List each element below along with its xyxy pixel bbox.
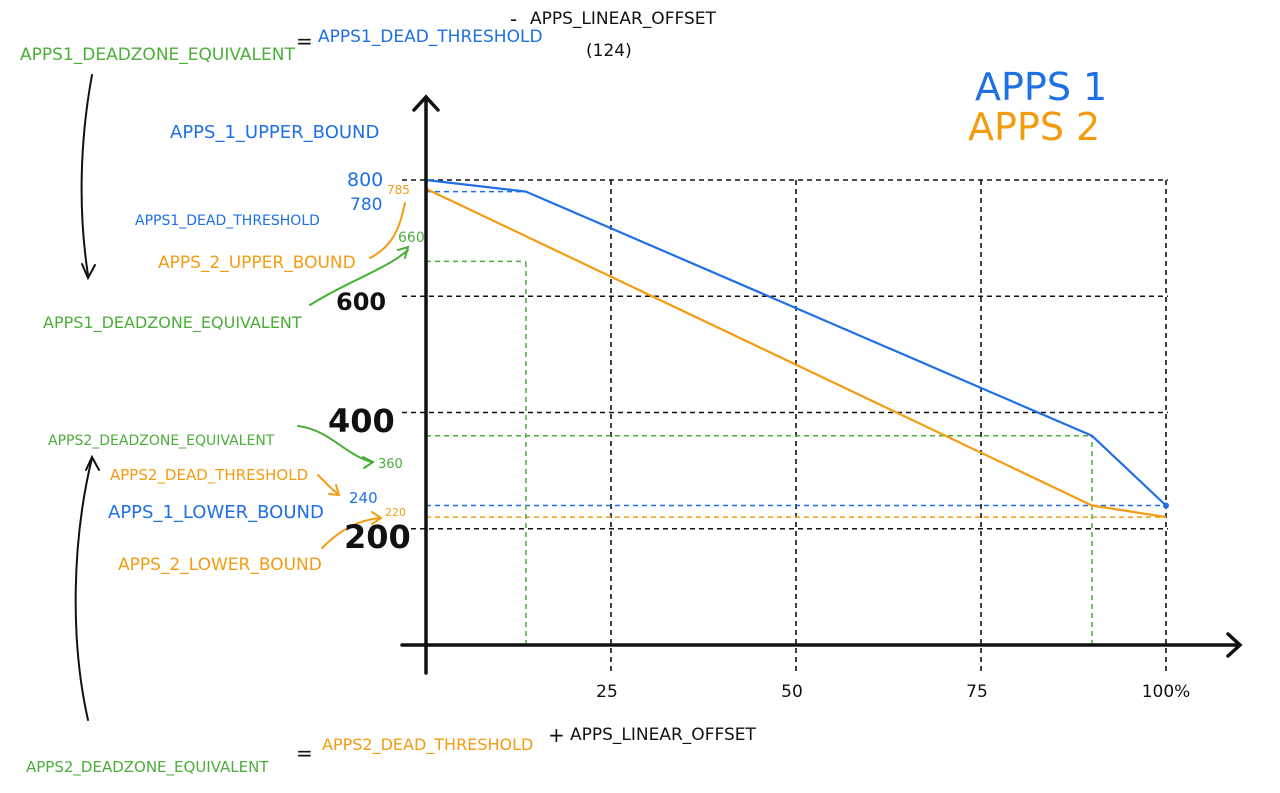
value-800: 800 xyxy=(347,169,383,191)
apps2-dead-threshold-label: APPS2_DEAD_THRESHOLD xyxy=(110,466,308,485)
x-tick-label-100: 100% xyxy=(1142,682,1191,702)
apps2-dead-threshold-arrow xyxy=(317,474,339,495)
apps2-upper-bound-label: APPS_2_UPPER_BOUND xyxy=(158,253,356,273)
top-formula-op: - xyxy=(510,7,517,31)
axes xyxy=(400,94,1243,675)
value-780: 780 xyxy=(350,195,382,215)
bottom-formula-op: + xyxy=(548,723,565,747)
value-660: 660 xyxy=(398,230,425,246)
apps2-dead-threshold-arrowhead xyxy=(328,484,341,497)
top-formula-lhs: APPS1_DEADZONE_EQUIVALENT xyxy=(20,45,295,65)
top-formula-eq: = xyxy=(296,29,313,53)
x-tick-label-75: 75 xyxy=(966,682,988,702)
x-tick-label-25: 25 xyxy=(596,682,618,702)
value-240: 240 xyxy=(349,489,378,507)
x-tick-label-50: 50 xyxy=(781,682,803,702)
bottom-up-arrow xyxy=(74,457,93,721)
top-formula-term2: APPS_LINEAR_OFFSET xyxy=(530,9,716,29)
bottom-formula-term1: APPS2_DEAD_THRESHOLD xyxy=(322,735,533,755)
y-tick-label-600: 600 xyxy=(336,288,386,316)
bottom-formula-eq: = xyxy=(296,741,313,765)
legend: APPS 1 APPS 2 xyxy=(968,65,1107,149)
apps1-upper-bound-label: APPS_1_UPPER_BOUND xyxy=(170,122,379,143)
series-line-1 xyxy=(425,178,1167,507)
apps2-lower-arrowhead xyxy=(371,511,383,525)
apps1-lower-bound-label: APPS_1_LOWER_BOUND xyxy=(108,502,324,523)
apps2-lower-bound-label: APPS_2_LOWER_BOUND xyxy=(118,555,322,575)
value-360: 360 xyxy=(378,457,403,472)
apps1-deadzone-arrow xyxy=(309,249,409,306)
value-labels: 800 780 785 660 360 240 220 xyxy=(347,169,425,519)
y-tick-label-400: 400 xyxy=(328,402,395,440)
legend-apps2: APPS 2 xyxy=(968,105,1100,149)
reference-lines xyxy=(426,190,1166,645)
top-down-arrowhead xyxy=(81,263,96,281)
y-axis-arrowhead xyxy=(412,94,440,112)
apps1-deadzone-equivalent-label: APPS1_DEADZONE_EQUIVALENT xyxy=(43,313,302,333)
annotation-arrows xyxy=(74,74,410,721)
apps1-deadzone-arrowhead xyxy=(397,245,410,259)
top-formula-term1: APPS1_DEAD_THRESHOLD xyxy=(318,27,543,47)
top-down-arrow xyxy=(80,74,93,276)
bottom-up-arrowhead xyxy=(85,454,100,471)
value-785: 785 xyxy=(387,183,410,197)
legend-apps1: APPS 1 xyxy=(975,65,1107,109)
annotations: APPS_1_UPPER_BOUND APPS1_DEAD_THRESHOLD … xyxy=(43,122,379,575)
bottom-formula-term2: APPS_LINEAR_OFFSET xyxy=(570,725,756,745)
bottom-formula: APPS2_DEADZONE_EQUIVALENT = APPS2_DEAD_T… xyxy=(26,723,756,777)
top-formula: APPS1_DEADZONE_EQUIVALENT = APPS1_DEAD_T… xyxy=(20,7,716,65)
value-220: 220 xyxy=(385,506,406,519)
tick-labels: 25 50 75 100% 600 400 200 xyxy=(328,288,1190,702)
y-tick-label-200: 200 xyxy=(344,518,411,556)
gridlines xyxy=(402,179,1168,675)
bottom-formula-lhs: APPS2_DEADZONE_EQUIVALENT xyxy=(26,758,269,777)
apps2-lower-arrow xyxy=(321,517,381,549)
x-axis-arrowhead xyxy=(1226,632,1243,658)
apps2-deadzone-arrow xyxy=(297,425,373,463)
plot-area: 25 50 75 100% 600 400 200 xyxy=(328,94,1243,702)
apps2-deadzone-arrowhead xyxy=(362,456,375,469)
apps1-dead-threshold-label: APPS1_DEAD_THRESHOLD xyxy=(135,213,320,229)
top-formula-note: (124) xyxy=(586,41,632,61)
apps2-deadzone-equivalent-label: APPS2_DEADZONE_EQUIVALENT xyxy=(48,433,275,449)
series-lines xyxy=(425,178,1169,519)
series-1-point-3 xyxy=(1163,502,1169,509)
apps2-upper-arrow xyxy=(369,202,406,259)
